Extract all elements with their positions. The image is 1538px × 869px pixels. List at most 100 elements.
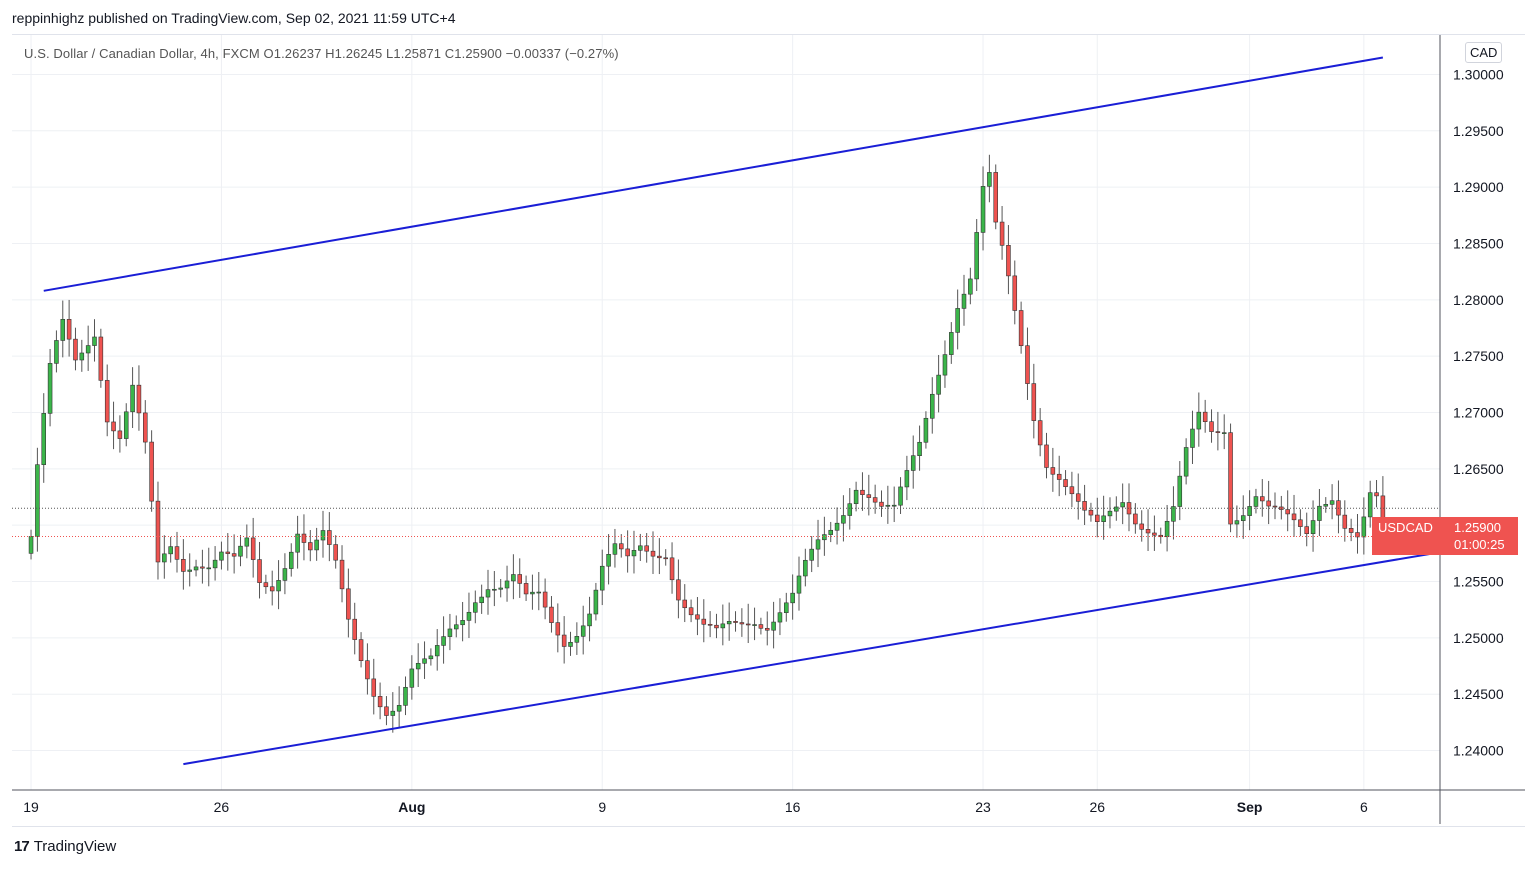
candle-body	[193, 566, 199, 571]
candle-body	[663, 557, 668, 560]
candle-body	[1342, 514, 1348, 529]
candle-body	[28, 536, 34, 554]
candle-body	[834, 522, 840, 531]
candle-body	[726, 621, 732, 625]
legend-symbol: U.S. Dollar / Canadian Dollar, 4h, FXCM	[24, 46, 260, 61]
time-tick-label: 9	[598, 799, 606, 815]
candle-body	[320, 530, 326, 541]
candle-body	[1171, 506, 1176, 522]
candle-body	[1361, 516, 1367, 538]
candle-body	[473, 602, 478, 613]
candle-body	[1253, 496, 1259, 507]
candle-body	[187, 569, 192, 572]
candle-body	[974, 232, 979, 280]
time-tick-label: 6	[1360, 799, 1368, 815]
candle-body	[1234, 520, 1240, 525]
candle-body	[942, 354, 948, 376]
price-tick-label: 1.28000	[1453, 292, 1504, 308]
candle-body	[327, 530, 332, 545]
candle-body	[1006, 245, 1011, 277]
candle-body	[1190, 428, 1195, 448]
candle-body	[1082, 501, 1087, 511]
currency-badge[interactable]: CAD	[1465, 42, 1503, 63]
candle-body	[879, 501, 884, 507]
candle-body	[365, 660, 370, 680]
candle-body	[1114, 506, 1119, 512]
candle-body	[523, 583, 529, 595]
tradingview-logo[interactable]: 17 TradingView	[14, 838, 116, 855]
candle-body	[1158, 534, 1164, 538]
candle-body	[599, 565, 605, 591]
candle-body	[1266, 500, 1271, 507]
candle-body	[250, 537, 256, 560]
candle-body	[1183, 447, 1189, 477]
candle-body	[771, 621, 776, 631]
candle-body	[92, 336, 97, 346]
candle-body	[733, 621, 738, 623]
candle-body	[244, 537, 250, 547]
candle-body	[409, 668, 415, 688]
price-tick-label: 1.24000	[1453, 743, 1504, 759]
candle-body	[1069, 486, 1075, 495]
price-tick-label: 1.29000	[1453, 179, 1504, 195]
candle-body	[1247, 506, 1252, 516]
candle-body	[155, 500, 161, 563]
candle-body	[1018, 310, 1024, 347]
candle-body	[993, 172, 999, 223]
last-price-tag: USDCAD 1.25900 01:00:25	[1372, 517, 1518, 555]
candle-body	[561, 634, 567, 647]
candle-body	[422, 658, 427, 664]
candle-body	[212, 559, 218, 569]
price-tick-label: 1.25000	[1453, 630, 1504, 646]
publisher-line: reppinhighz published on TradingView.com…	[12, 10, 456, 26]
candle-body	[288, 551, 294, 569]
candle-body	[1139, 523, 1144, 530]
price-tick-label: 1.29500	[1453, 123, 1504, 139]
time-tick-label: Sep	[1237, 799, 1263, 815]
candle-body	[695, 614, 700, 620]
candle-body	[1012, 275, 1018, 311]
candle-body	[98, 336, 104, 381]
candle-body	[1056, 473, 1062, 480]
candle-body	[54, 340, 59, 364]
candle-body	[136, 384, 142, 414]
candle-body	[1367, 492, 1373, 518]
candle-body	[739, 622, 745, 625]
candle-body	[1133, 513, 1138, 525]
candle-body	[847, 503, 853, 516]
candle-body	[968, 278, 973, 295]
price-series	[12, 154, 1440, 733]
candle-body	[238, 545, 243, 557]
time-tick-label: 26	[1089, 799, 1105, 815]
candle-body	[1202, 411, 1208, 423]
candle-body	[809, 548, 814, 561]
candle-body	[1075, 493, 1081, 502]
price-tick-label: 1.27500	[1453, 348, 1504, 364]
candle-body	[1240, 515, 1246, 521]
candle-body	[587, 613, 592, 627]
candle-body	[415, 662, 421, 670]
candle-body	[625, 548, 630, 557]
channel-trendline	[43, 56, 1384, 292]
candle-body	[923, 417, 929, 443]
candle-body	[301, 533, 307, 543]
candle-body	[1088, 509, 1094, 516]
candle-body	[555, 622, 561, 636]
candle-body	[390, 710, 396, 716]
candle-body	[1348, 528, 1354, 533]
candle-body	[790, 592, 795, 604]
candle-body	[707, 623, 713, 626]
symbol-legend: U.S. Dollar / Canadian Dollar, 4h, FXCM …	[24, 46, 619, 61]
candle-body	[758, 624, 764, 629]
candle-body	[428, 655, 434, 660]
time-tick-label: Aug	[398, 799, 425, 815]
candle-body	[498, 587, 503, 590]
candle-body	[631, 550, 637, 557]
candle-body	[542, 591, 548, 608]
candle-body	[1063, 479, 1068, 488]
candle-body	[162, 553, 167, 563]
price-tick-label: 1.30000	[1453, 66, 1504, 82]
candle-body	[441, 636, 446, 646]
candle-body	[346, 588, 351, 620]
